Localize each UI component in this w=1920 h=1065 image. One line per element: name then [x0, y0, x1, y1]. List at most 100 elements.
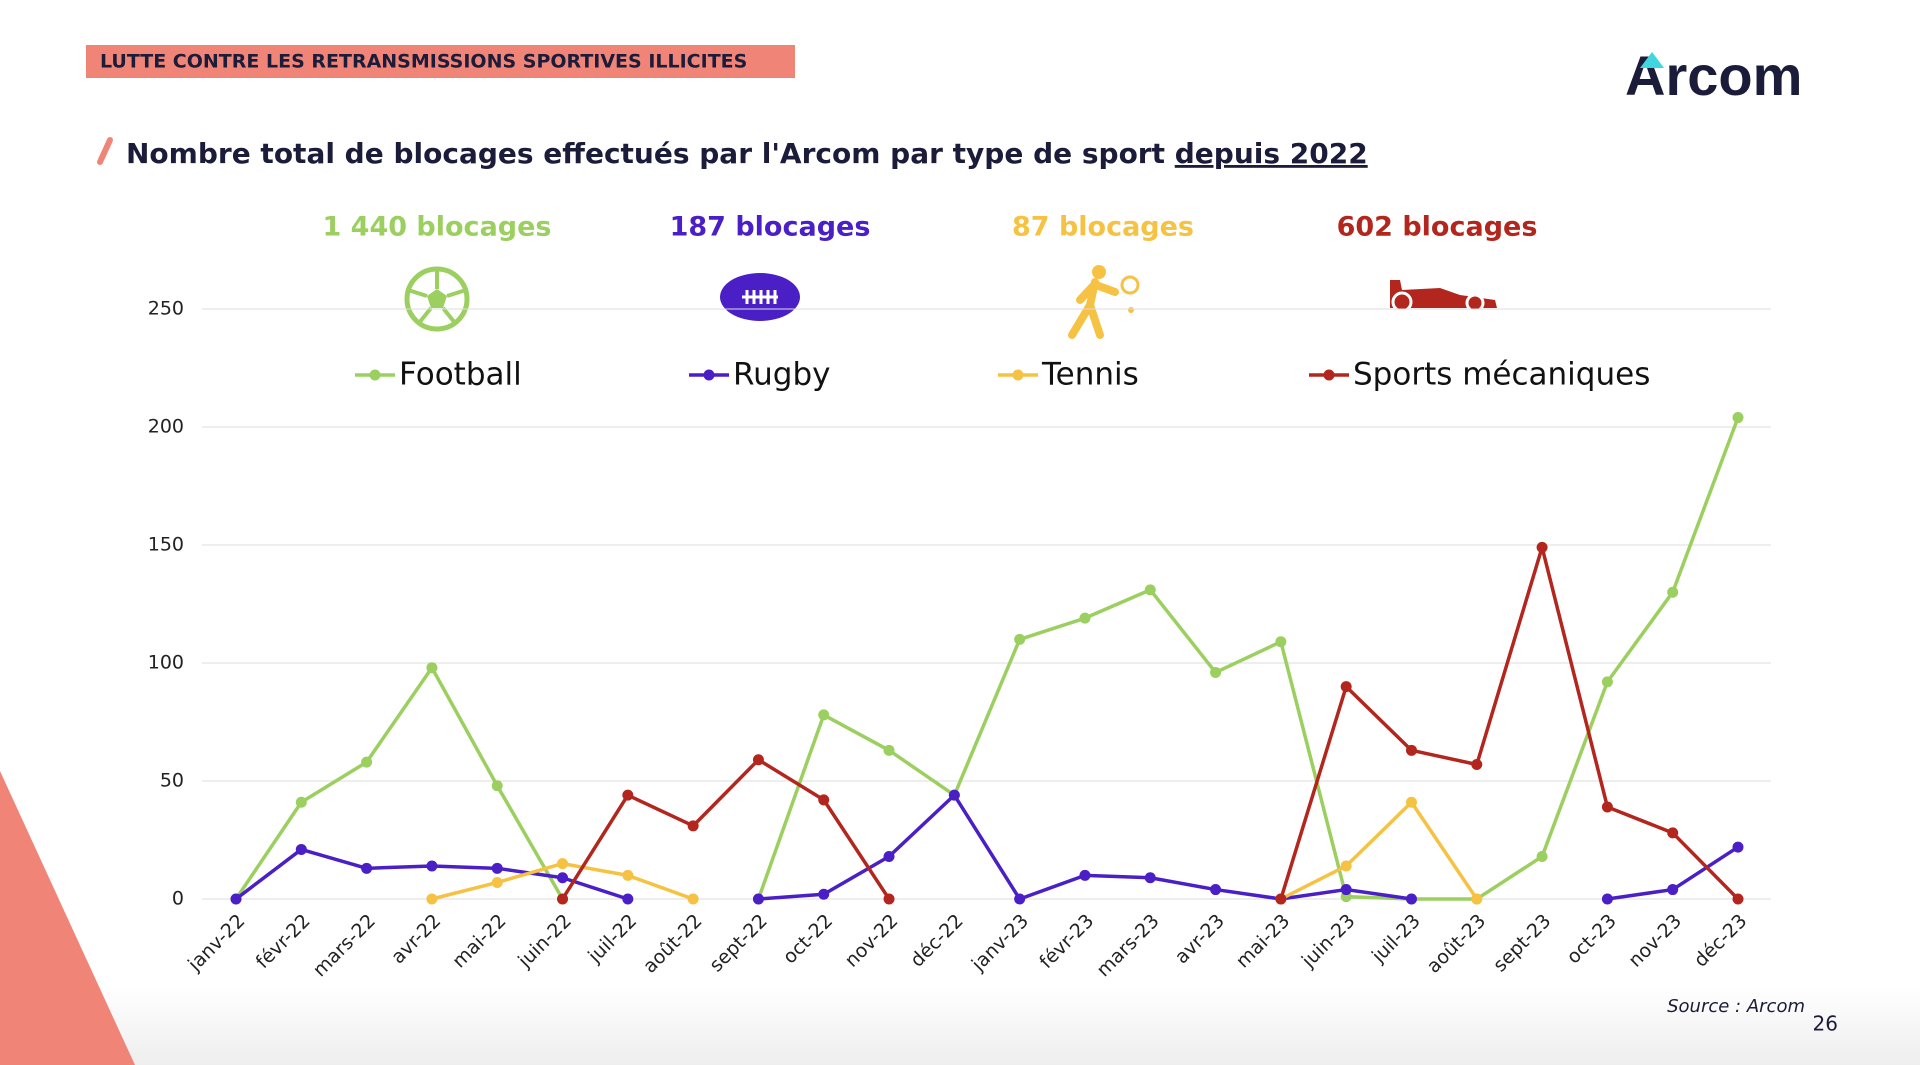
football-icon	[404, 266, 470, 332]
title-slash	[97, 137, 113, 165]
x-tick-label: mars-23	[1092, 910, 1163, 981]
x-tick-label: déc-23	[1690, 910, 1752, 972]
banner	[86, 45, 795, 78]
x-tick-label: déc-22	[906, 910, 968, 972]
data-point	[818, 888, 830, 900]
data-point	[426, 860, 438, 872]
legend-marker	[369, 369, 381, 381]
data-point	[426, 662, 438, 674]
x-tick-label: août-23	[1422, 910, 1490, 978]
data-point	[1340, 860, 1352, 872]
data-point	[883, 744, 895, 756]
series-total: 87 blocages	[1012, 212, 1194, 243]
legend-label: Football	[399, 357, 522, 393]
x-tick-label: avr-22	[387, 910, 445, 968]
data-point	[818, 794, 830, 806]
series-total: 602 blocages	[1337, 212, 1538, 243]
series-total: 1 440 blocages	[322, 212, 551, 243]
data-point	[1536, 851, 1548, 863]
legend-marker	[1012, 369, 1024, 381]
data-point	[361, 756, 373, 768]
logo: Arcom	[1625, 44, 1802, 107]
data-point	[1732, 893, 1744, 905]
x-tick-label: nov-22	[841, 910, 903, 972]
data-point	[1536, 541, 1548, 553]
data-point	[361, 862, 373, 874]
x-tick-label: janv-22	[183, 910, 249, 976]
data-point	[1340, 681, 1352, 693]
rugby-icon	[720, 273, 800, 321]
x-tick-label: juil-22	[583, 910, 641, 968]
chart-title: Nombre total de blocages effectués par l…	[126, 137, 1368, 170]
data-point	[622, 869, 634, 881]
y-tick-label: 50	[160, 770, 184, 792]
data-point	[1471, 893, 1483, 905]
data-point	[752, 754, 764, 766]
corner-triangle	[0, 771, 135, 1065]
y-tick-label: 0	[172, 888, 184, 910]
x-tick-label: mars-22	[309, 910, 380, 981]
logo-accent	[1640, 52, 1664, 68]
car-icon	[1390, 280, 1497, 313]
data-point	[1601, 676, 1613, 688]
data-point	[1275, 893, 1287, 905]
data-point	[1667, 586, 1679, 598]
series-line	[234, 416, 1740, 901]
data-point	[883, 893, 895, 905]
legend-marker	[703, 369, 715, 381]
data-point	[1405, 744, 1417, 756]
data-point	[1471, 758, 1483, 770]
data-point	[687, 820, 699, 832]
source: Source : Arcom	[1667, 996, 1805, 1017]
data-point	[1405, 893, 1417, 905]
data-point	[491, 862, 503, 874]
data-point	[1275, 636, 1287, 648]
page-number: 26	[1813, 1012, 1838, 1036]
data-point	[1014, 633, 1026, 645]
tennis-icon	[1068, 265, 1140, 339]
data-point	[622, 789, 634, 801]
x-tick-label: sept-22	[705, 910, 772, 977]
x-tick-label: oct-22	[779, 910, 837, 968]
x-tick-label: sept-23	[1489, 910, 1556, 977]
series-line	[561, 545, 1740, 901]
x-tick-label: nov-23	[1624, 910, 1686, 972]
legend-marker	[1323, 369, 1335, 381]
data-point	[1079, 612, 1091, 624]
data-point	[883, 851, 895, 863]
x-tick-label: juin-23	[1297, 910, 1360, 973]
data-point	[557, 858, 569, 870]
data-point	[1079, 869, 1091, 881]
title-underlined: depuis 2022	[1175, 137, 1368, 170]
data-point	[557, 872, 569, 884]
data-point	[948, 789, 960, 801]
legend-label: Sports mécaniques	[1353, 357, 1650, 393]
x-tick-label: mai-22	[448, 910, 511, 973]
data-point	[1667, 827, 1679, 839]
x-tick-label: févr-22	[252, 910, 315, 973]
data-point	[1732, 841, 1744, 853]
data-point	[1210, 666, 1222, 678]
data-point	[818, 709, 830, 721]
title-main: Nombre total de blocages effectués par l…	[126, 137, 1165, 170]
data-point	[1601, 893, 1613, 905]
y-tick-label: 150	[148, 534, 184, 556]
y-tick-label: 250	[148, 298, 184, 320]
legend-label: Rugby	[733, 357, 831, 393]
data-point	[622, 893, 634, 905]
data-point	[426, 893, 438, 905]
x-tick-label: févr-23	[1035, 910, 1098, 973]
data-point	[752, 893, 764, 905]
banner-text: LUTTE CONTRE LES RETRANSMISSIONS SPORTIV…	[100, 51, 747, 73]
x-tick-label: janv-23	[967, 910, 1033, 976]
data-point	[1144, 872, 1156, 884]
series-line	[234, 793, 1739, 901]
data-point	[687, 893, 699, 905]
bottom-band	[0, 985, 1920, 1065]
data-point	[557, 893, 569, 905]
data-point	[1732, 412, 1744, 424]
x-tick-label: août-22	[639, 910, 707, 978]
data-point	[1601, 801, 1613, 813]
